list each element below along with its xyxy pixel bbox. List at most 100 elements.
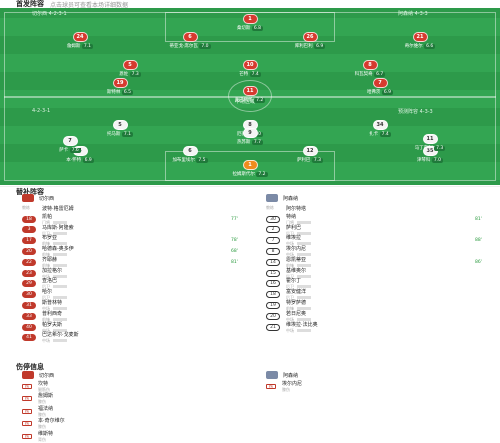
bench-player-row[interactable]: 31 斯普林特 中场 — [16, 300, 256, 311]
bench-player-row[interactable]: 18 富安健洋 后卫 — [260, 289, 500, 300]
shirt-icon: 6 — [182, 146, 198, 156]
away-player[interactable]: 1 拉姆斯代尔 7.2 — [227, 160, 273, 177]
sub-event: 77' — [231, 216, 238, 222]
player-rating: 6.7 — [374, 72, 386, 77]
away-player[interactable]: 35 津琴科 7.0 — [407, 146, 453, 163]
shirt-number: 3 — [22, 226, 36, 234]
player-position: 后卫 — [42, 284, 67, 290]
away-bench-header: 阿森纳 — [260, 193, 500, 203]
shirt-number: 30 — [22, 291, 36, 299]
injury-row[interactable]: 伤福法纳 膝伤 — [16, 405, 256, 418]
injury-reason: 膝伤 — [282, 386, 290, 392]
away-injury: 阿森纳 伤埃尔内尼 膝伤 — [260, 370, 500, 393]
injury-row[interactable]: 伤本·奇尔维尔 膝伤 — [16, 418, 256, 431]
away-player[interactable]: 7 萨卡 7.6 — [47, 136, 93, 153]
player-name: 加布里埃尔 7.5 — [172, 158, 208, 163]
player-name: 布罗亚 — [42, 235, 58, 242]
home-player[interactable]: 8 科瓦契奇 6.7 — [347, 60, 393, 77]
player-name: 萨利巴 — [286, 224, 302, 231]
player-rating: 7.3 — [311, 158, 324, 163]
injury-reason: 膝伤 — [38, 411, 46, 417]
injury-row[interactable]: 伤埃尔内尼 膝伤 — [260, 380, 500, 393]
player-rating: 7.2 — [254, 98, 266, 103]
player-position: 前锋 — [286, 263, 311, 269]
shirt-number: 31 — [22, 302, 36, 310]
bench-player-row[interactable]: 23 加拉格尔 中场 — [16, 268, 256, 279]
away-player[interactable]: 11 马丁内利 7.3 — [407, 134, 453, 151]
bench-player-row[interactable]: 33 普利西奇 前锋 — [16, 311, 256, 322]
bench-player-row[interactable]: 40 帕罗夫斯 中场 — [16, 322, 256, 333]
player-rating: 6.6 — [424, 44, 436, 49]
bench-player-row[interactable]: 41 巴达希尔·戈麦斯 中场 — [16, 332, 256, 343]
bench-player-row[interactable]: 14 恩凯蒂亚 前锋 86' — [260, 257, 500, 268]
pitch: 切尔西 4-2-3-1 阿森纳 4-3-3 4-2-3-1 预测阵容 4-3-3… — [0, 8, 500, 185]
player-position: 门将 — [42, 220, 67, 226]
shirt-number: 21 — [266, 323, 280, 331]
home-player[interactable]: 1 桑切斯 6.8 — [227, 14, 273, 31]
shirt-number: 22 — [22, 258, 36, 266]
home-player[interactable]: 11 奥巴梅扬 7.2 — [227, 86, 273, 103]
bench-player-row[interactable]: 30 哈尔 后卫 — [16, 289, 256, 300]
shirt-icon: 8 — [362, 60, 378, 70]
shirt-number: 18 — [266, 291, 280, 299]
away-player[interactable]: 34 扎卡 7.4 — [357, 120, 403, 137]
bench-player-row[interactable]: 17 布罗亚 前锋 78' — [16, 235, 256, 246]
bench-player-row[interactable]: 16 霍尔丁 后卫 — [260, 278, 500, 289]
home-player[interactable]: 19 斯特林 6.5 — [97, 78, 143, 95]
bench-player-row[interactable]: 20 若日尼奥 中场 — [260, 311, 500, 322]
bench-player-row[interactable]: 3 马库斯·阿隆索 后卫 — [16, 225, 256, 236]
bench-player-row[interactable]: 2 萨利巴 后卫 — [260, 225, 500, 236]
player-name: 维埃拉·法比奥 — [286, 321, 318, 328]
bench-player-row[interactable]: 8 埃尔内尼 中场 — [260, 246, 500, 257]
home-player[interactable]: 5 恩佐 7.3 — [107, 60, 153, 77]
home-player[interactable]: 26 库利巴利 6.9 — [287, 32, 333, 49]
away-team-name: 阿森纳 — [283, 195, 299, 202]
shirt-icon: 1 — [242, 160, 258, 170]
home-bench-header: 切尔西 — [16, 193, 256, 203]
player-name: 富安健洋 — [286, 289, 307, 296]
injury-row[interactable]: 伤坎特 腿筋伤 — [16, 380, 256, 393]
player-name: 马丁内利 7.3 — [414, 146, 446, 151]
player-position: 中场 — [286, 328, 318, 334]
injury-reason: 腿筋伤 — [38, 386, 50, 392]
home-player[interactable]: 10 芒特 7.4 — [227, 60, 273, 77]
player-name: 奇尔维尔 6.6 — [404, 44, 436, 49]
bench-player-row[interactable]: 22 齐耶赫 前锋 81' — [16, 257, 256, 268]
home-coach-name: 波特·格雷厄姆 — [42, 205, 74, 212]
home-player[interactable]: 24 詹姆斯 7.1 — [57, 32, 103, 49]
injury-row[interactable]: 伤詹姆斯 膝伤 — [16, 393, 256, 406]
lineup-header: 首发阵容 点击球员可查看本场详细数据 — [0, 0, 500, 9]
player-name: 萨利巴 7.3 — [296, 158, 324, 163]
away-player[interactable]: 6 加布里埃尔 7.5 — [167, 146, 213, 163]
bench-player-row[interactable]: 18 凯帕 门将 77' — [16, 214, 256, 225]
player-rating: 7.4 — [249, 72, 261, 77]
shirt-icon: 19 — [112, 78, 128, 88]
home-player[interactable]: 6 蒂亚戈·席尔瓦 7.0 — [167, 32, 213, 49]
player-name: 若日尼奥 — [286, 310, 307, 317]
bench-player-row[interactable]: 30 特纳 门将 81' — [260, 214, 500, 225]
player-name: 福法纳 — [38, 405, 54, 412]
bench-player-row[interactable]: 20 哈德森-奥多伊 前锋 68' — [16, 246, 256, 257]
shirt-number: 16 — [266, 280, 280, 288]
shirt-icon: 6 — [182, 32, 198, 42]
bench-player-row[interactable]: 7 维埃拉 中场 88' — [260, 235, 500, 246]
home-player[interactable]: 21 奇尔维尔 6.6 — [397, 32, 443, 49]
player-rating: 7.3 — [434, 146, 446, 151]
away-player[interactable]: 5 托马斯 7.1 — [97, 120, 143, 137]
away-player[interactable]: 12 萨利巴 7.3 — [287, 146, 333, 163]
home-player[interactable]: 7 哈弗茨 6.9 — [357, 78, 403, 95]
player-name: 哈尔 — [42, 289, 53, 296]
player-position: 后卫 — [286, 295, 311, 301]
shirt-number: 30 — [266, 215, 280, 223]
shirt-icon: 34 — [372, 120, 388, 130]
player-name: 特罗萨德 — [286, 300, 307, 307]
bench-player-row[interactable]: 21 维埃拉·法比奥 中场 — [260, 322, 500, 333]
away-player[interactable]: 9 热苏斯 7.7 — [227, 128, 273, 145]
player-name: 拉姆斯代尔 7.2 — [232, 172, 268, 177]
injury-row[interactable]: 伤维斯特 背伤 — [16, 430, 256, 443]
bench-player-row[interactable]: 29 查洛巴 后卫 — [16, 278, 256, 290]
bench-player-row[interactable]: 19 特罗萨德 前锋 — [260, 300, 500, 311]
bench-player-row[interactable]: 15 基维奥尔 后卫 — [260, 268, 500, 279]
sub-event: 81' — [231, 259, 238, 265]
player-name: 萨卡 7.6 — [59, 148, 81, 153]
